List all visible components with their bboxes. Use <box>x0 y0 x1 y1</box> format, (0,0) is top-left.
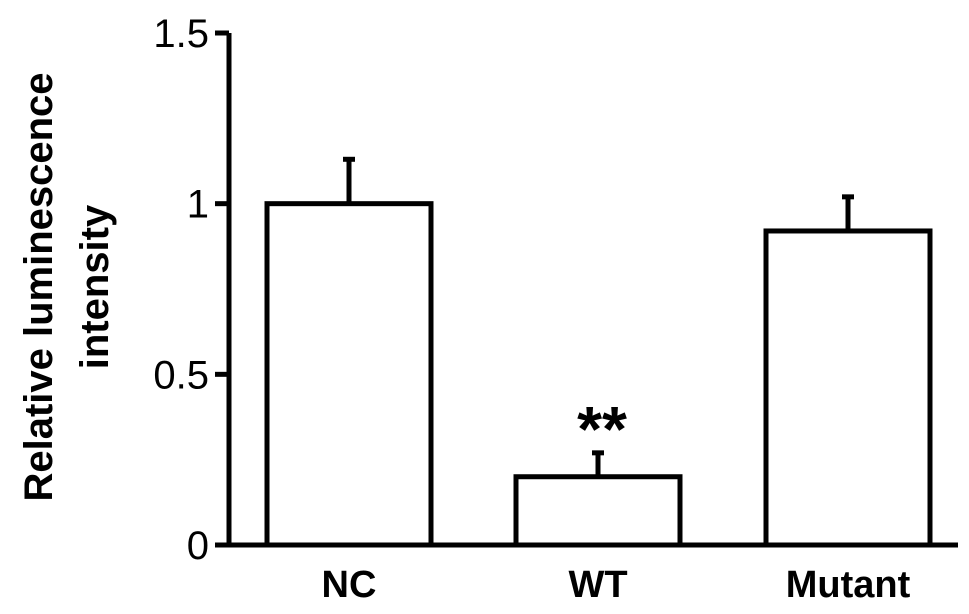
bars-group <box>264 156 933 548</box>
x-tick-label-wt: WT <box>568 564 627 606</box>
bar-nc <box>264 201 434 548</box>
y-tick-label: 1.5 <box>153 12 209 56</box>
bar-mutant <box>763 228 933 548</box>
y-axis: 0 0.5 1 1.5 <box>153 12 232 568</box>
y-tick-label: 1 <box>187 183 209 227</box>
x-tick-label-mutant: Mutant <box>786 564 911 606</box>
y-tick-label: 0 <box>187 524 209 568</box>
significance-annotation: ** <box>577 393 627 465</box>
y-axis-title-line-2: intensity <box>73 204 117 369</box>
y-axis-title-line-1: Relative luminescence <box>17 72 61 501</box>
x-tick-label-nc: NC <box>322 564 377 606</box>
bar-wt <box>513 474 683 548</box>
labels-group: NC WT Mutant ** <box>322 393 911 606</box>
y-tick-label: 0.5 <box>153 353 209 397</box>
y-axis-title: Relative luminescence intensity <box>17 72 117 501</box>
